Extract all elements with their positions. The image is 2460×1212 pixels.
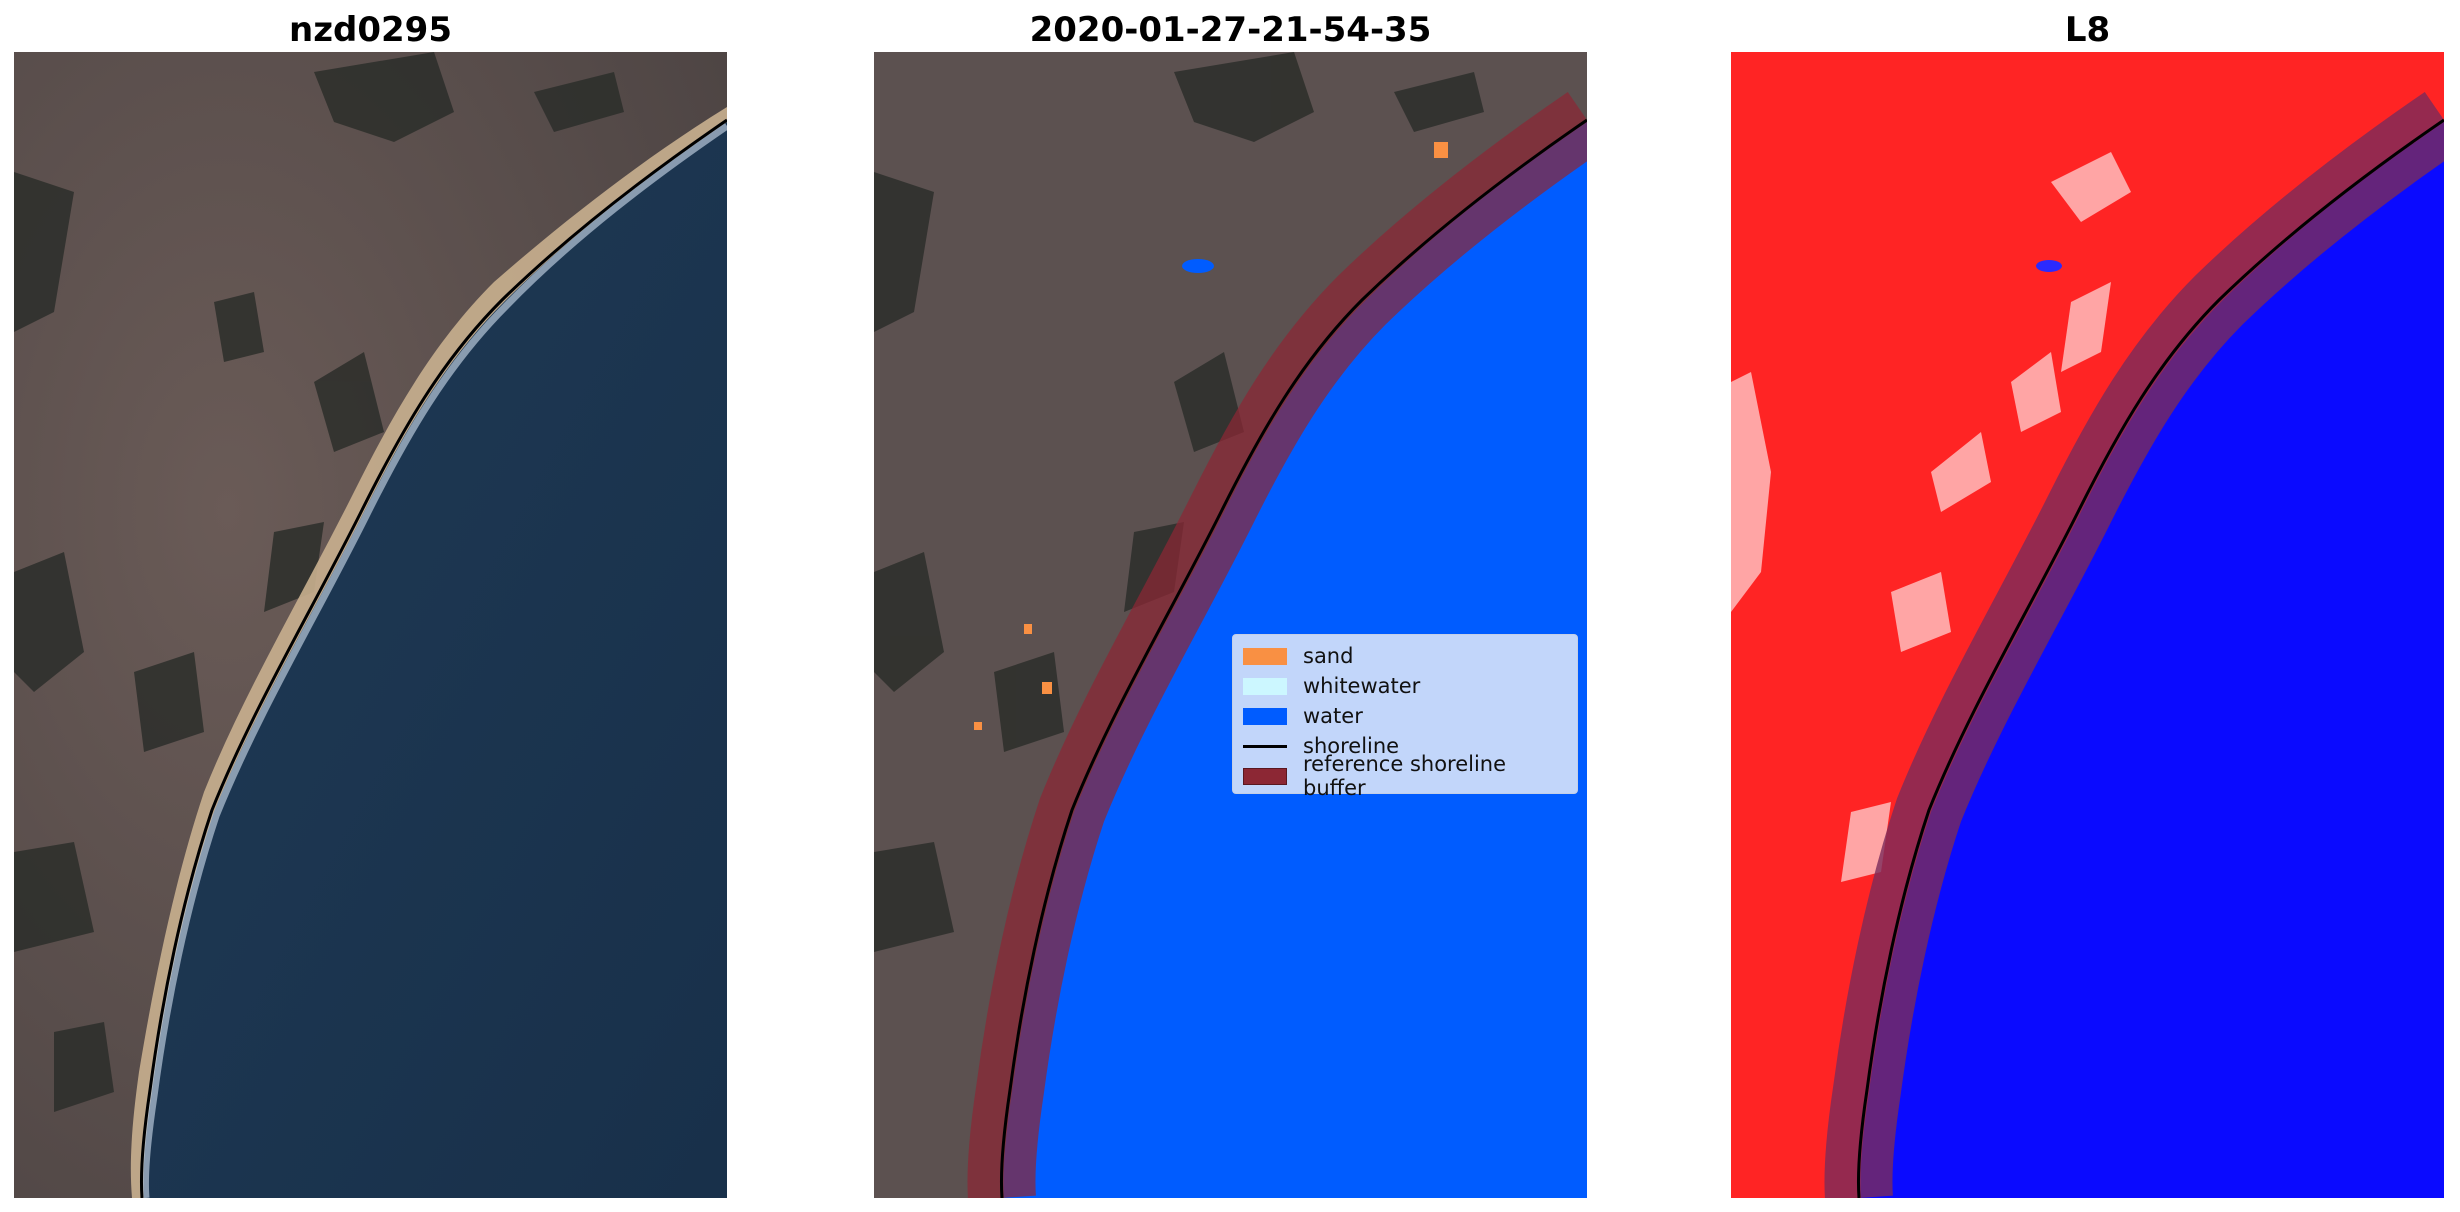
index-image (1731, 52, 2444, 1198)
legend-label-buffer: reference shoreline buffer (1303, 752, 1507, 800)
pond-water (1182, 259, 1214, 273)
legend-swatch-sand (1243, 647, 1287, 665)
legend-item-water: water (1243, 701, 1567, 731)
panel-title-rgb: nzd0295 (289, 10, 452, 50)
legend: sand whitewater water shoreline referenc… (1232, 634, 1578, 800)
legend-item-buffer: reference shoreline buffer (1243, 752, 1567, 800)
index-pond (2036, 260, 2062, 272)
legend-label-sand: sand (1303, 644, 1354, 668)
vegetation-patches (14, 52, 624, 1112)
shoreline-line (139, 118, 727, 1198)
legend-label-water: water (1303, 704, 1363, 728)
legend-item-shoreline: shoreline (1243, 731, 1567, 761)
legend-swatch-water (1243, 707, 1287, 725)
panel-title-classified: 2020-01-27-21-54-35 (1029, 10, 1432, 50)
shoreline-line (999, 118, 1587, 1198)
rgb-satellite-image (14, 52, 727, 1198)
legend-label-shoreline: shoreline (1303, 734, 1400, 758)
index-water (1860, 122, 2444, 1198)
legend-item-sand: sand (1243, 641, 1567, 671)
legend-item-whitewater: whitewater (1243, 671, 1567, 701)
ocean (143, 122, 727, 1198)
legend-label-whitewater: whitewater (1303, 674, 1421, 698)
legend-swatch-shoreline (1243, 744, 1287, 748)
legend-swatch-whitewater (1243, 677, 1287, 695)
legend-swatch-buffer (1243, 767, 1287, 785)
surf-line (141, 123, 727, 1198)
shoreline-line (1856, 118, 2444, 1198)
vegetation-patches (874, 52, 1484, 952)
sand-pixels (974, 142, 1448, 730)
panel-title-index: L8 (2064, 10, 2111, 50)
classified-image (874, 52, 1587, 1198)
